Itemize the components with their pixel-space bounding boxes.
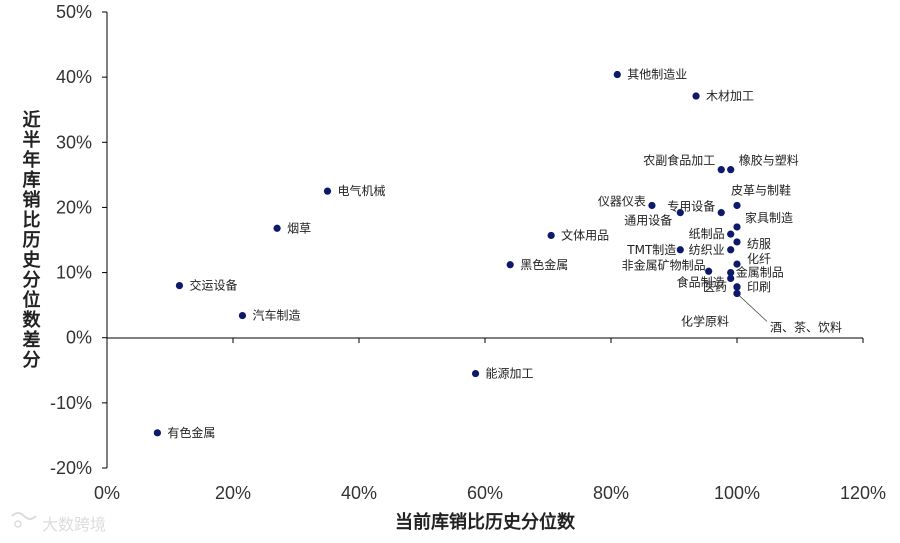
data-point — [547, 231, 555, 240]
x-tick-label: 40% — [341, 483, 377, 503]
data-point — [733, 260, 741, 268]
data-label: 金属制品 — [736, 265, 784, 280]
data-point — [727, 274, 735, 283]
data-point — [323, 187, 332, 195]
y-tick-label: 20% — [56, 197, 92, 217]
data-point — [153, 429, 161, 437]
data-label: 家具制造 — [745, 210, 793, 225]
data-points — [153, 70, 741, 437]
data-label: 文体用品 — [561, 227, 609, 242]
data-label: 黑色金属 — [520, 257, 568, 272]
data-point — [733, 201, 741, 210]
data-point — [506, 261, 514, 269]
data-label: 酒、茶、饮料 — [770, 319, 842, 334]
data-point — [692, 92, 700, 100]
data-point — [175, 282, 184, 290]
data-label: 纺织业 — [689, 243, 725, 257]
data-label: 化纤 — [747, 252, 771, 266]
x-tick-label: 0% — [94, 483, 120, 503]
x-axis-title: 当前库销比历史分位数 — [395, 511, 576, 533]
data-label: 电气机械 — [338, 183, 386, 198]
axes: 0% 20% 40% 60% 80% 100% 120% 50% 40% 30% 20% 10% 0%… — [50, 2, 886, 503]
data-point — [727, 268, 735, 277]
data-label: 其他制造业 — [627, 68, 687, 82]
data-label: 皮革与制鞋 — [731, 182, 791, 197]
watermark-logo-icon — [11, 512, 37, 528]
data-label: 纺服 — [747, 237, 771, 251]
data-point — [273, 224, 281, 232]
data-label: 交运设备 — [189, 278, 237, 293]
y-ticks: 50% 40% 30% 20% 10% 0% -10% -20% — [50, 2, 107, 478]
data-label: 印刷 — [747, 280, 771, 294]
data-point — [717, 209, 725, 217]
data-point — [717, 166, 725, 174]
data-label: 仪器仪表 — [598, 194, 646, 208]
y-tick-label: -20% — [50, 458, 92, 478]
data-label: 食品制造 — [677, 274, 725, 289]
x-tick-label: 80% — [593, 483, 629, 503]
y-tick-label: 0% — [66, 328, 92, 348]
y-tick-label: 50% — [56, 2, 92, 22]
data-point — [705, 267, 713, 275]
data-label: 通用设备 — [624, 214, 672, 228]
data-point — [727, 166, 735, 174]
data-label: 有色金属 — [167, 425, 215, 440]
x-ticks: 0% 20% 40% 60% 80% 100% 120% — [94, 338, 886, 503]
data-label: 化学原料 — [681, 313, 729, 328]
watermark: 大数跨境 — [11, 512, 106, 534]
data-point — [727, 246, 735, 254]
y-axis-title: 近半年库销比历史分位数差分 — [20, 109, 41, 370]
data-point — [733, 283, 741, 291]
data-label: 农副食品加工 — [643, 153, 715, 168]
data-point — [733, 223, 741, 231]
data-label: 非金属矿物制品 — [622, 257, 706, 272]
data-point — [733, 289, 741, 298]
y-tick-label: 30% — [56, 132, 92, 152]
data-point — [733, 238, 741, 246]
data-label: 专用设备 — [667, 199, 715, 214]
data-label: 烟草 — [287, 221, 311, 235]
y-tick-label: 10% — [56, 263, 92, 283]
data-label: 纸制品 — [689, 227, 725, 241]
data-label: 木材加工 — [706, 89, 754, 103]
x-tick-label: 120% — [840, 483, 886, 503]
x-tick-label: 100% — [714, 483, 760, 503]
data-point — [471, 369, 480, 378]
data-label: 医药 — [703, 280, 727, 294]
data-label: 能源加工 — [486, 367, 534, 381]
leader-line — [738, 295, 768, 322]
data-point — [676, 246, 684, 254]
data-point — [676, 209, 684, 217]
data-label: TMT制造 — [626, 243, 676, 257]
x-tick-label: 60% — [467, 483, 503, 503]
y-tick-label: 40% — [56, 67, 92, 87]
data-point — [238, 311, 247, 320]
data-point — [613, 70, 621, 79]
x-tick-label: 20% — [215, 483, 251, 503]
data-label: 橡胶与塑料 — [739, 153, 799, 168]
data-label: 汽车制造 — [252, 308, 300, 323]
watermark-text: 大数跨境 — [42, 515, 106, 534]
data-point — [648, 201, 656, 210]
leader-lines — [738, 295, 768, 322]
data-point — [727, 230, 735, 238]
y-tick-label: -10% — [50, 393, 92, 413]
